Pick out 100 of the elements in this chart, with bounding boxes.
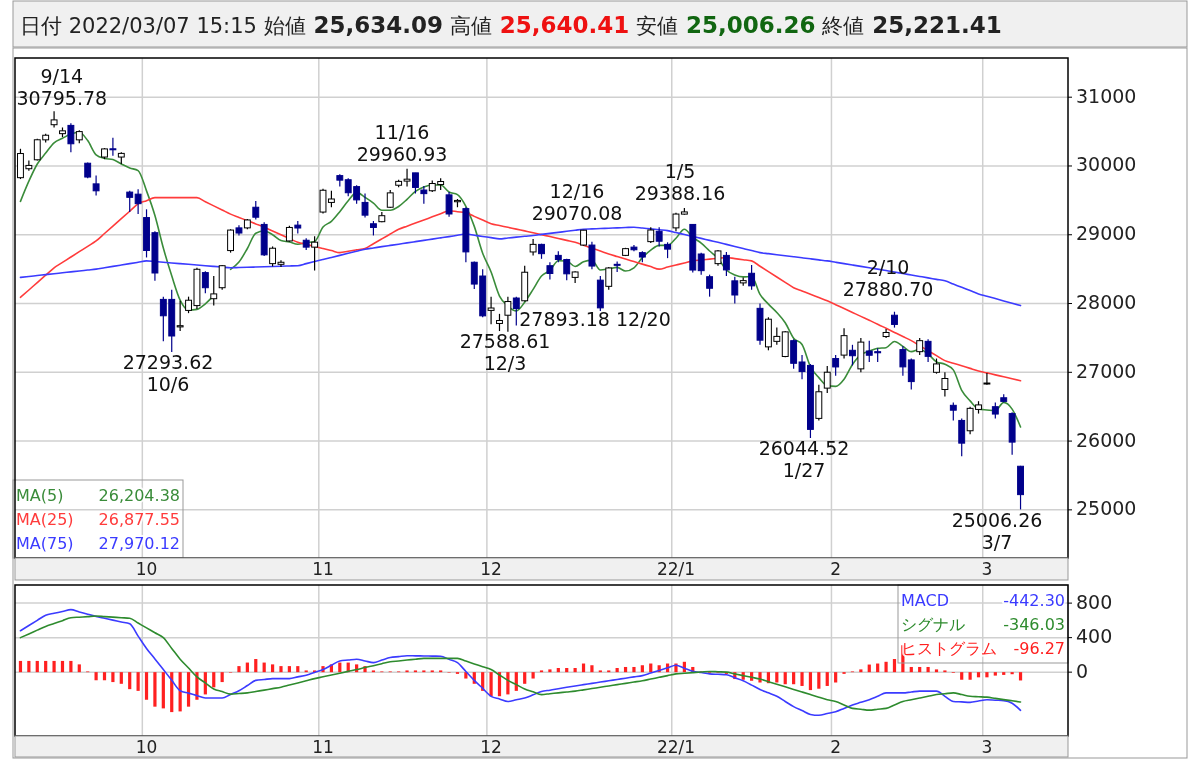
bar	[783, 672, 787, 685]
candlestick	[849, 344, 856, 367]
candlestick	[605, 266, 613, 291]
candlestick	[731, 276, 739, 305]
candlestick	[67, 122, 75, 153]
bar	[934, 669, 939, 673]
bar	[212, 672, 216, 688]
candlestick	[613, 260, 621, 273]
annotation: 26044.52 1/27	[758, 436, 850, 481]
bar	[556, 668, 560, 673]
bar	[153, 672, 157, 707]
annotation: 1/5 29388.16	[634, 159, 726, 204]
bar	[35, 660, 39, 673]
candlestick	[227, 228, 234, 254]
candlestick	[210, 275, 218, 307]
bar	[44, 660, 48, 673]
candlestick	[588, 241, 596, 270]
bar	[287, 666, 291, 673]
annotation: 9/14 30795.78	[16, 64, 108, 109]
candlestick	[109, 137, 117, 157]
candlestick	[706, 274, 714, 298]
x-tick-label: 2	[830, 736, 842, 757]
annotation: 27588.61 12/3	[459, 329, 551, 374]
series-label: ヒストグラム -96.27	[901, 638, 1065, 658]
bar	[640, 665, 644, 673]
bar	[926, 666, 930, 673]
bar	[102, 672, 107, 681]
text: シグナル -346.03	[901, 614, 1065, 634]
candlestick	[924, 338, 932, 363]
x-tick-label: 11	[312, 559, 334, 579]
bar	[775, 672, 779, 683]
candlestick	[252, 200, 260, 221]
candlestick	[92, 175, 100, 197]
bar	[548, 669, 552, 673]
bar	[565, 668, 569, 673]
candlestick	[201, 270, 209, 294]
x-tick-label: 22/1	[656, 559, 696, 579]
bar	[128, 672, 132, 690]
x-tick-label: 10	[135, 559, 158, 579]
bar	[489, 672, 493, 697]
y-tick-label: 27000	[1076, 359, 1137, 382]
bar	[800, 672, 804, 686]
bar	[69, 660, 73, 673]
candlestick	[748, 264, 756, 291]
y-tick-label: 31000	[1076, 84, 1137, 107]
x-tick-label: 22/1	[656, 736, 696, 757]
bar	[60, 660, 65, 673]
bar	[632, 666, 636, 673]
bar	[237, 666, 241, 673]
bar	[993, 672, 997, 676]
x-tick-label: 10	[135, 736, 158, 757]
annotation: 25006.26 3/7	[951, 508, 1043, 553]
bar	[52, 660, 56, 673]
y-tick-label: 25000	[1076, 497, 1137, 520]
candlestick	[487, 296, 495, 325]
bar	[817, 672, 821, 689]
bar	[892, 659, 897, 673]
chart-title: 日付 2022/03/07 15:15 始値 25,634.09 高値 25,640.41 安値 25,006.26 終値 25,221.41	[20, 12, 1002, 38]
y-tick-label: 400	[1076, 625, 1113, 648]
candlestick	[361, 192, 369, 219]
bar	[531, 672, 535, 679]
candlestick	[176, 300, 184, 332]
candlestick	[832, 354, 840, 377]
bar	[161, 672, 165, 709]
bar	[77, 664, 81, 673]
bar	[792, 672, 796, 685]
annotation: 27893.18 12/20	[519, 307, 671, 330]
bar	[808, 672, 813, 691]
candlestick	[218, 264, 226, 291]
text: MACD -442.30	[901, 590, 1065, 610]
candlestick	[958, 417, 966, 457]
bar	[18, 660, 23, 673]
bar	[960, 672, 964, 680]
bar	[220, 672, 224, 683]
text: MA(25) 26,877.55	[16, 509, 180, 529]
text: MA(75) 27,970.12	[16, 533, 180, 553]
candlestick	[412, 172, 419, 195]
candlestick	[840, 327, 848, 360]
bar	[825, 672, 829, 686]
bar	[615, 668, 619, 673]
bar	[968, 672, 972, 680]
bar	[296, 666, 300, 673]
bar	[119, 672, 123, 684]
x-tick-label: 11	[312, 736, 334, 757]
bar	[834, 672, 838, 683]
x-tick-label: 2	[830, 559, 842, 579]
candlestick	[899, 345, 907, 377]
candlestick	[504, 296, 512, 333]
annotation: 27293.62 10/6	[122, 350, 214, 395]
candlestick	[722, 251, 730, 277]
candlestick	[311, 235, 319, 272]
bar	[279, 666, 283, 673]
bar	[254, 659, 258, 673]
candlestick	[420, 185, 428, 205]
y-tick-label: 800	[1076, 590, 1113, 613]
y-tick-label: 28000	[1076, 291, 1137, 314]
candlestick	[941, 371, 949, 397]
x-tick-label: 3	[981, 559, 993, 579]
bar	[186, 672, 191, 707]
y-tick-label: 29000	[1076, 222, 1137, 245]
